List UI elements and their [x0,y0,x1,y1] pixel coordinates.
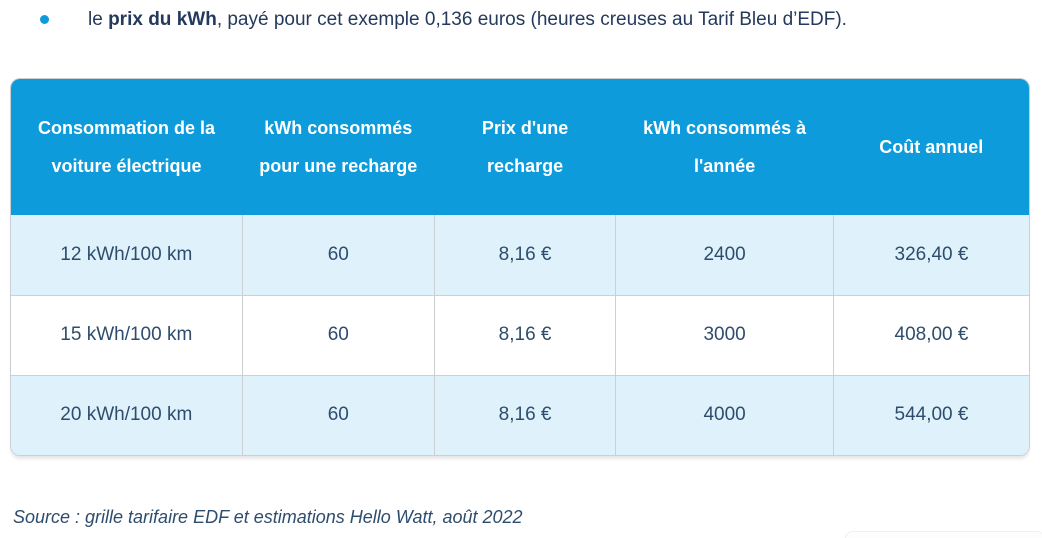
header-kwh-per-year: kWh consommés à l'année [615,79,834,215]
table-header-row: Consommation de la voiture électrique kW… [11,79,1029,215]
cell-price-per-charge: 8,16 € [433,215,616,295]
cell-kwh-per-charge: 60 [241,374,435,455]
source-caption: Source : grille tarifaire EDF et estimat… [13,507,523,527]
cell-price-per-charge: 8,16 € [433,374,616,455]
cell-annual-cost: 408,00 € [833,294,1029,375]
cell-kwh-per-year: 3000 [615,294,834,375]
header-consumption: Consommation de la voiture électrique [11,79,243,215]
pricing-table: Consommation de la voiture électrique kW… [11,79,1029,455]
intro-text: le prix du kWh, payé pour cet exemple 0,… [88,7,847,33]
table-row: 20 kWh/100 km 60 8,16 € 4000 544,00 € [11,374,1029,455]
table-row: 12 kWh/100 km 60 8,16 € 2400 326,40 € [11,215,1029,295]
cell-kwh-per-year: 4000 [615,374,834,455]
intro-bullet-item: le prix du kWh, payé pour cet exemple 0,… [40,7,1020,33]
cell-consumption: 20 kWh/100 km [11,374,243,455]
pricing-table-container: Consommation de la voiture électrique kW… [10,78,1030,456]
header-kwh-per-charge: kWh consommés pour une recharge [242,79,435,215]
bottom-right-panel-fragment [845,531,1042,538]
cell-consumption: 12 kWh/100 km [11,215,243,295]
cell-kwh-per-charge: 60 [241,294,435,375]
intro-text-rest: , payé pour cet exemple 0,136 euros (heu… [216,9,847,30]
header-annual-cost: Coût annuel [833,79,1029,215]
table-row: 15 kWh/100 km 60 8,16 € 3000 408,00 € [11,294,1029,375]
cell-annual-cost: 326,40 € [833,215,1029,295]
bullet-dot-icon [40,15,49,24]
cell-kwh-per-charge: 60 [241,215,435,295]
cell-kwh-per-year: 2400 [615,215,834,295]
intro-text-bold: prix du kWh [108,9,217,30]
header-price-per-charge: Prix d'une recharge [434,79,616,215]
intro-text-prefix: le [88,9,109,30]
cell-annual-cost: 544,00 € [833,374,1029,455]
cell-price-per-charge: 8,16 € [433,294,616,375]
cell-consumption: 15 kWh/100 km [11,294,243,375]
